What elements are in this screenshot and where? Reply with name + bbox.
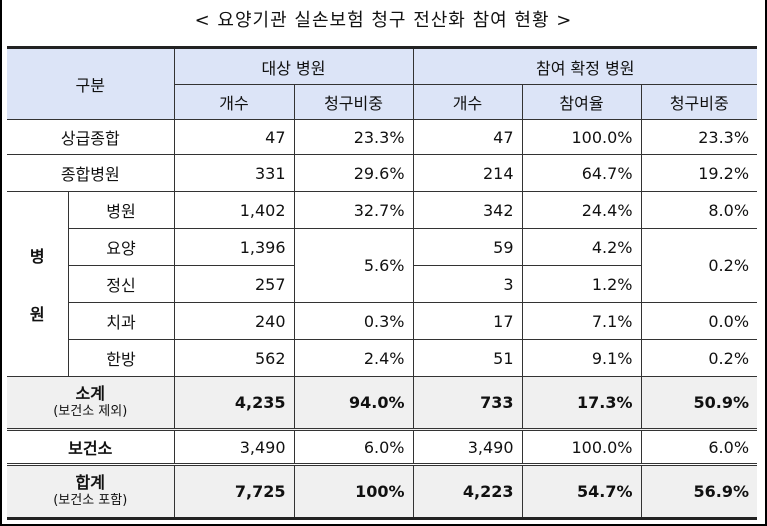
header-part-count: 개수 <box>412 84 523 120</box>
subtotal-note: (보건소 제외) <box>53 403 128 419</box>
cell-target-share: 32.7% <box>293 191 414 229</box>
header-part-share: 청구비중 <box>640 84 758 120</box>
row-label: 요양 <box>68 228 175 266</box>
hospital-group-label: 병 원 <box>7 191 69 377</box>
total-label: 합계 <box>75 472 105 492</box>
cell-part-rate: 64.7% <box>521 154 642 192</box>
cell-part-count: 214 <box>412 154 523 192</box>
cell-part-count: 59 <box>412 228 523 266</box>
row-label: 한방 <box>68 339 175 377</box>
cell-target-count: 1,402 <box>173 191 295 229</box>
cell-part-share: 23.3% <box>640 119 758 155</box>
table-row: 한방 562 2.4% 51 9.1% 0.2% <box>7 339 758 377</box>
cell-part-share: 19.2% <box>640 154 758 192</box>
cell-target-share: 100% <box>293 463 414 519</box>
cell-target-count: 4,235 <box>173 376 295 430</box>
page-title: < 요양기관 실손보험 청구 전산화 참여 현황 > <box>194 10 573 31</box>
cell-part-count: 17 <box>412 302 523 340</box>
cell-part-share: 50.9% <box>640 376 758 430</box>
cell-part-rate: 1.2% <box>521 265 642 303</box>
cell-target-count: 47 <box>173 119 295 155</box>
table-row: 정신 257 3 1.2% <box>7 265 757 303</box>
group-char: 병 <box>29 247 45 266</box>
cell-part-share: 56.9% <box>640 463 758 519</box>
cell-part-rate: 9.1% <box>521 339 642 377</box>
header-target-share: 청구비중 <box>293 84 414 120</box>
cell-target-count: 7,725 <box>173 463 295 519</box>
header-target-group: 대상 병원 <box>173 47 414 85</box>
table-row: 상급종합 47 23.3% 47 100.0% 23.3% <box>7 119 758 155</box>
cell-part-rate: 17.3% <box>521 376 642 430</box>
cell-part-count: 3,490 <box>412 428 523 465</box>
cell-target-share: 6.0% <box>293 428 414 465</box>
cell-part-rate: 7.1% <box>521 302 642 340</box>
cell-part-count: 342 <box>412 191 523 229</box>
total-row: 합계 (보건소 포함) 7,725 100% 4,223 54.7% 56.9% <box>7 463 758 519</box>
row-label: 상급종합 <box>7 119 175 155</box>
cell-target-share-merged: 5.6% <box>293 228 414 303</box>
cell-part-count: 51 <box>412 339 523 377</box>
cell-part-count: 47 <box>412 119 523 155</box>
cell-part-count: 3 <box>412 265 523 303</box>
group-char: 원 <box>29 305 45 324</box>
header-row-2: 개수 청구비중 개수 참여율 청구비중 <box>7 84 758 120</box>
cell-target-share: 94.0% <box>293 376 414 430</box>
cell-target-count: 562 <box>173 339 295 377</box>
header-part-rate: 참여율 <box>521 84 642 120</box>
row-label: 보건소 <box>7 428 175 465</box>
cell-target-share: 0.3% <box>293 302 414 340</box>
cell-target-count: 257 <box>173 265 295 303</box>
cell-target-share: 29.6% <box>293 154 414 192</box>
cell-target-count: 1,396 <box>173 228 295 266</box>
header-category: 구분 <box>7 47 175 120</box>
table-row: 보건소 3,490 6.0% 3,490 100.0% 6.0% <box>7 428 758 465</box>
row-label: 종합병원 <box>7 154 175 192</box>
table-row: 병 원 병원 1,402 32.7% 342 24.4% 8.0% <box>7 191 758 377</box>
cell-part-share: 0.2% <box>640 339 758 377</box>
header-target-count: 개수 <box>174 84 295 120</box>
table-row: 요양 1,396 5.6% 59 4.2% 0.2% <box>7 228 758 303</box>
row-label: 치과 <box>68 302 175 340</box>
header-participating-group: 참여 확정 병원 <box>412 47 758 85</box>
cell-part-count: 733 <box>412 376 523 430</box>
row-label: 병원 <box>67 191 175 229</box>
participation-table: 구분 대상 병원 참여 확정 병원 개수 청구비중 개수 참여율 청구비중 상급… <box>7 46 758 520</box>
cell-target-count: 331 <box>173 154 295 192</box>
header-row-1: 구분 대상 병원 참여 확정 병원 <box>7 47 758 120</box>
cell-part-count: 4,223 <box>412 463 523 519</box>
table-row: 종합병원 331 29.6% 214 64.7% 19.2% <box>7 154 758 192</box>
cell-part-share: 0.0% <box>640 302 758 340</box>
cell-part-share: 6.0% <box>640 428 758 465</box>
cell-part-rate: 4.2% <box>521 228 642 266</box>
row-label: 소계 (보건소 제외) <box>7 376 175 430</box>
subtotal-label: 소계 <box>75 383 105 403</box>
cell-part-share: 8.0% <box>640 191 758 229</box>
table-row: 치과 240 0.3% 17 7.1% 0.0% <box>7 302 758 340</box>
cell-target-share: 23.3% <box>293 119 414 155</box>
cell-part-rate: 100.0% <box>521 119 642 155</box>
row-label: 정신 <box>68 265 175 303</box>
total-note: (보건소 포함) <box>53 492 128 508</box>
cell-part-rate: 54.7% <box>521 463 642 519</box>
cell-target-count: 3,490 <box>173 428 295 465</box>
cell-target-count: 240 <box>173 302 295 340</box>
cell-target-share: 2.4% <box>293 339 414 377</box>
row-label: 합계 (보건소 포함) <box>7 463 175 519</box>
cell-part-rate: 24.4% <box>521 191 642 229</box>
cell-part-share-merged: 0.2% <box>640 228 758 303</box>
subtotal-row: 소계 (보건소 제외) 4,235 94.0% 733 17.3% 50.9% <box>7 376 758 430</box>
cell-part-rate: 100.0% <box>521 428 642 465</box>
